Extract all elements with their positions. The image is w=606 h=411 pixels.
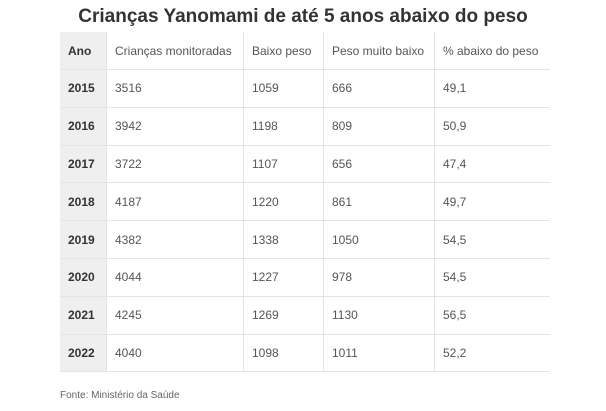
table-row: 2016 3942 1198 809 50,9	[60, 107, 550, 146]
very-low-weight-cell: 656	[323, 145, 434, 183]
table-row: 2019 4382 1338 1050 54,5	[60, 221, 550, 259]
year-cell: 2015	[60, 70, 106, 107]
table-row: 2022 4040 1098 1011 52,2	[60, 334, 550, 373]
chart-title: Crianças Yanomami de até 5 anos abaixo d…	[78, 6, 528, 27]
table-row: 2021 4245 1269 1130 56,5	[60, 296, 550, 335]
table-row: 2017 3722 1107 656 47,4	[60, 145, 550, 184]
monitored-cell: 4187	[106, 183, 243, 221]
source-note: Fonte: Ministério da Saúde	[60, 390, 180, 401]
year-cell: 2019	[60, 221, 106, 258]
low-weight-cell: 1227	[243, 258, 323, 296]
low-weight-cell: 1198	[243, 107, 323, 145]
low-weight-cell: 1059	[243, 70, 323, 107]
monitored-cell: 3516	[106, 70, 243, 107]
year-cell: 2017	[60, 145, 106, 183]
very-low-weight-cell: 1050	[323, 221, 434, 258]
very-low-weight-cell: 1130	[323, 296, 434, 334]
table-row: 2020 4044 1227 978 54,5	[60, 258, 550, 297]
very-low-weight-cell: 809	[323, 107, 434, 145]
very-low-weight-cell: 1011	[323, 334, 434, 372]
percent-underweight-cell: 56,5	[434, 296, 550, 334]
header-cell-low-weight: Baixo peso	[243, 32, 323, 69]
low-weight-cell: 1269	[243, 296, 323, 334]
percent-underweight-cell: 54,5	[434, 221, 550, 258]
monitored-cell: 3942	[106, 107, 243, 145]
year-cell: 2016	[60, 107, 106, 145]
year-cell: 2018	[60, 183, 106, 221]
year-cell: 2020	[60, 258, 106, 296]
year-cell: 2021	[60, 296, 106, 334]
very-low-weight-cell: 666	[323, 70, 434, 107]
year-cell: 2022	[60, 334, 106, 372]
monitored-cell: 4245	[106, 296, 243, 334]
header-cell-very-low-weight: Peso muito baixo	[323, 32, 434, 69]
percent-underweight-cell: 47,4	[434, 145, 550, 183]
percent-underweight-cell: 49,1	[434, 70, 550, 107]
low-weight-cell: 1338	[243, 221, 323, 258]
monitored-cell: 4382	[106, 221, 243, 258]
percent-underweight-cell: 52,2	[434, 334, 550, 372]
monitored-cell: 4044	[106, 258, 243, 296]
very-low-weight-cell: 861	[323, 183, 434, 221]
data-table: Ano Crianças monitoradas Baixo peso Peso…	[60, 32, 550, 373]
table-row: 2018 4187 1220 861 49,7	[60, 183, 550, 222]
low-weight-cell: 1107	[243, 145, 323, 183]
very-low-weight-cell: 978	[323, 258, 434, 296]
table-header-row: Ano Crianças monitoradas Baixo peso Peso…	[60, 32, 550, 70]
header-cell-percent-underweight: % abaixo do peso	[434, 32, 550, 69]
monitored-cell: 3722	[106, 145, 243, 183]
percent-underweight-cell: 54,5	[434, 258, 550, 296]
percent-underweight-cell: 49,7	[434, 183, 550, 221]
table-row: 2015 3516 1059 666 49,1	[60, 70, 550, 108]
header-cell-monitored: Crianças monitoradas	[106, 32, 243, 69]
percent-underweight-cell: 50,9	[434, 107, 550, 145]
table-body: 2015 3516 1059 666 49,1 2016 3942 1198 809 50,9 20…	[60, 70, 550, 373]
low-weight-cell: 1098	[243, 334, 323, 372]
low-weight-cell: 1220	[243, 183, 323, 221]
monitored-cell: 4040	[106, 334, 243, 372]
header-cell-year: Ano	[60, 32, 106, 69]
